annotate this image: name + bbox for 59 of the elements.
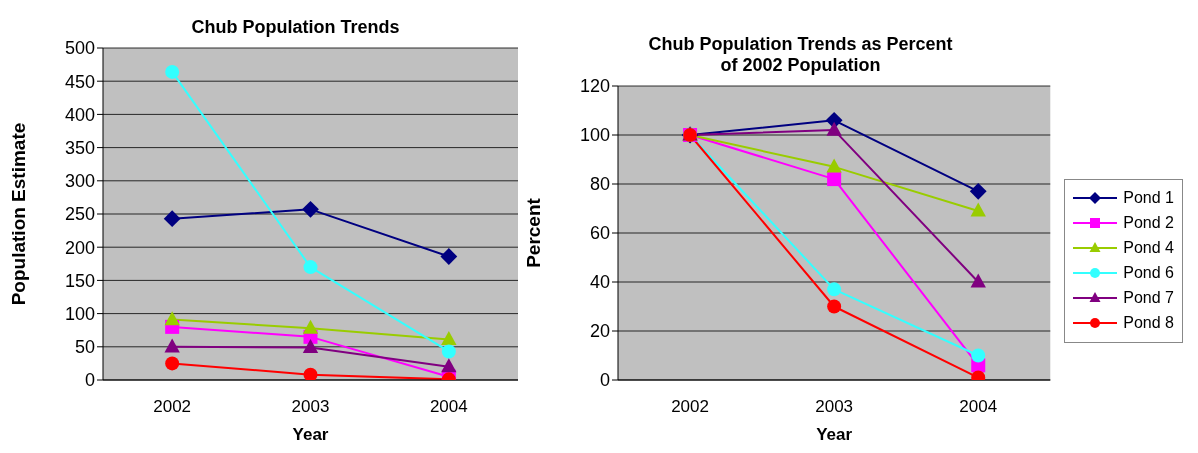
y-tick-label: 120 — [579, 76, 610, 97]
y-tick-label: 60 — [589, 223, 610, 244]
x-axis-title: Year — [292, 425, 329, 444]
y-tick-label: 100 — [64, 303, 95, 324]
y-tick-label: 250 — [64, 204, 95, 225]
y-tick-label: 50 — [74, 337, 95, 358]
chart-title: Chub Population Trends — [191, 17, 400, 38]
legend-label: Pond 1 — [1123, 189, 1174, 207]
point — [971, 348, 986, 363]
point — [827, 282, 842, 297]
point — [441, 358, 457, 373]
point — [970, 202, 986, 217]
point — [969, 182, 987, 200]
y-tick-label: 0 — [599, 370, 610, 391]
y-axis-title: Percent — [522, 197, 544, 268]
legend-label: Pond 8 — [1123, 314, 1174, 332]
y-tick-label: 450 — [64, 71, 95, 92]
legend-label: Pond 2 — [1123, 214, 1174, 232]
legend-label: Pond 4 — [1123, 239, 1174, 257]
chart-title: Chub Population Trends as Percent of 2002 Population — [647, 34, 954, 76]
point — [827, 299, 842, 314]
y-tick-label: 0 — [84, 370, 95, 391]
y-tick-label: 150 — [64, 270, 95, 291]
y-tick-label: 350 — [64, 137, 95, 158]
point — [826, 121, 842, 136]
point — [165, 64, 180, 79]
x-tick-label: 2003 — [291, 397, 330, 417]
y-axis-title: Population Estimate — [7, 122, 29, 306]
point — [826, 158, 842, 173]
point — [440, 248, 458, 265]
x-tick-label: 2003 — [815, 397, 854, 417]
x-tick-label: 2004 — [429, 397, 468, 417]
y-tick-label: 300 — [64, 171, 95, 192]
y-tick-label: 200 — [64, 237, 95, 258]
x-tick-label: 2002 — [671, 397, 709, 417]
point — [164, 311, 180, 326]
point — [441, 344, 456, 359]
legend-label: Pond 7 — [1123, 289, 1174, 307]
point — [303, 260, 318, 275]
y-tick-label: 100 — [579, 125, 610, 146]
legend-label: Pond 6 — [1123, 264, 1174, 282]
point — [302, 200, 319, 218]
y-tick-label: 20 — [589, 321, 610, 342]
x-tick-label: 2004 — [959, 397, 998, 417]
point — [302, 319, 319, 334]
point — [441, 331, 457, 346]
point — [163, 210, 181, 228]
point — [970, 273, 986, 288]
point — [302, 339, 319, 354]
y-tick-label: 80 — [589, 174, 610, 195]
point — [303, 367, 318, 380]
y-tick-label: 500 — [64, 38, 95, 59]
point — [164, 338, 180, 353]
x-tick-label: 2002 — [153, 397, 192, 417]
y-tick-label: 400 — [64, 104, 95, 125]
point — [165, 356, 180, 371]
x-axis-title: Year — [816, 425, 853, 444]
y-tick-label: 40 — [589, 272, 610, 293]
point — [827, 172, 842, 187]
